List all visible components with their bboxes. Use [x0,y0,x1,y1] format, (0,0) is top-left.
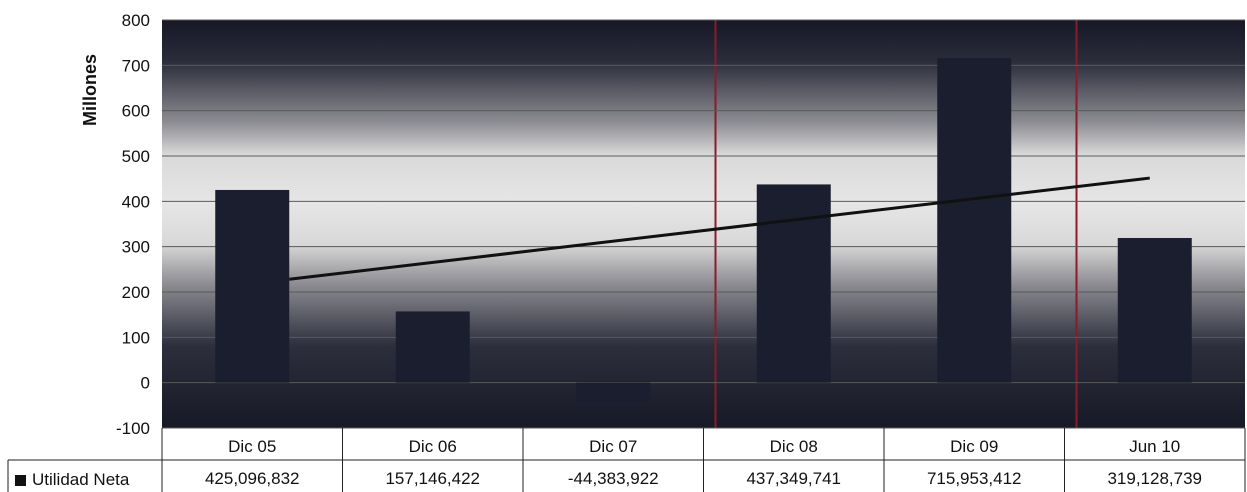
bar [215,189,290,383]
y-tick-label: 600 [122,102,150,121]
y-tick-label: 300 [122,238,150,257]
y-tick-label: 400 [122,192,150,211]
table-value: 157,146,422 [385,469,480,488]
bar [937,58,1012,383]
table-value: -44,383,922 [568,469,659,488]
category-label: Dic 05 [228,437,276,456]
table-value: 319,128,739 [1107,469,1202,488]
data-table: Dic 05 Dic 06 Dic 07 Dic 08 Dic 09 Jun 10 425,… [7,428,1246,492]
y-tick-label: 0 [141,374,150,393]
legend-swatch [15,475,26,486]
category-label: Jun 10 [1129,437,1180,456]
y-axis-label: Millones [80,54,100,126]
y-axis-ticks: -100 0 100 200 300 400 500 600 700 800 [116,11,150,438]
category-label: Dic 06 [409,437,457,456]
bar [1117,238,1192,383]
bar [756,184,831,383]
category-label: Dic 08 [770,437,818,456]
y-tick-label: -100 [116,419,150,438]
bar [576,382,651,403]
series-label: Utilidad Neta [32,470,130,489]
y-tick-label: 700 [122,56,150,75]
y-tick-label: 800 [122,11,150,30]
y-tick-label: 500 [122,147,150,166]
table-value: 425,096,832 [205,469,300,488]
y-tick-label: 100 [122,328,150,347]
category-label: Dic 09 [950,437,998,456]
accent-lines [714,20,1078,428]
bar [395,311,470,383]
category-label: Dic 07 [589,437,637,456]
table-value: 715,953,412 [927,469,1022,488]
table-value: 437,349,741 [746,469,841,488]
trendline [289,176,1150,281]
plot-background [162,20,1245,428]
y-tick-label: 200 [122,283,150,302]
